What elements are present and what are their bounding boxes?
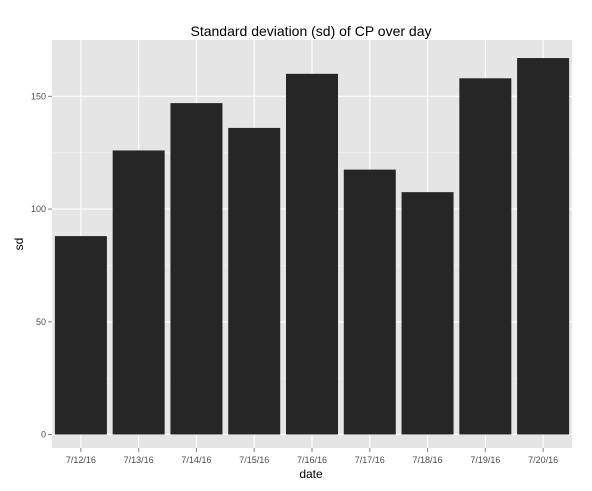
bars: [54, 58, 570, 435]
x-tick-label: 7/14/16: [181, 455, 211, 465]
x-tick-label: 7/20/16: [528, 455, 558, 465]
chart-title: Standard deviation (sd) of CP over day: [191, 23, 432, 39]
x-axis: 7/12/16 7/13/16 7/14/16 7/15/16 7/16/16 7/17/…: [66, 448, 558, 465]
y-tick-label: 0: [41, 429, 46, 439]
bar-7-14-16: [170, 103, 223, 435]
bar-7-20-16: [517, 58, 570, 435]
x-tick-label: 7/17/16: [355, 455, 385, 465]
y-tick-label: 150: [31, 91, 46, 101]
y-axis: 0 50 100 150: [31, 91, 52, 439]
bar-7-15-16: [228, 127, 281, 435]
x-tick-label: 7/13/16: [124, 455, 154, 465]
y-tick-label: 50: [36, 317, 46, 327]
bar-7-17-16: [343, 169, 396, 435]
x-tick-label: 7/16/16: [297, 455, 327, 465]
x-tick-label: 7/19/16: [470, 455, 500, 465]
bar-7-19-16: [459, 78, 512, 435]
x-tick-label: 7/15/16: [239, 455, 269, 465]
x-tick-label: 7/12/16: [66, 455, 96, 465]
bar-7-16-16: [286, 73, 338, 435]
bar-7-18-16: [401, 192, 454, 435]
bar-7-12-16: [54, 236, 107, 435]
x-tick-label: 7/18/16: [413, 455, 443, 465]
x-axis-title: date: [299, 467, 323, 481]
y-axis-title: sd: [12, 238, 26, 251]
bar-7-13-16: [112, 150, 165, 435]
y-tick-label: 100: [31, 204, 46, 214]
